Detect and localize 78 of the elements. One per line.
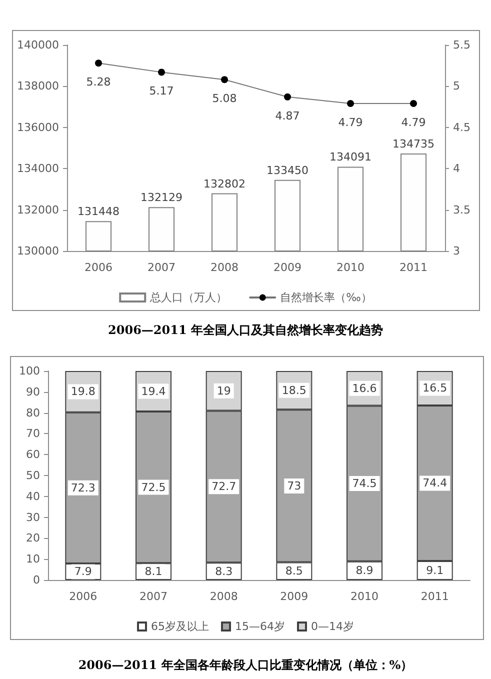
x-tick-label: 2011 [420, 590, 449, 603]
data-label: 19.8 [70, 385, 96, 398]
x-tick-label: 2011 [400, 261, 428, 274]
x-tick-label: 2008 [210, 261, 238, 274]
data-label: 72.5 [141, 480, 166, 494]
data-label: 9.1 [426, 564, 444, 577]
x-tick-label: 2010 [336, 261, 364, 274]
data-label: 7.9 [74, 565, 92, 578]
legend-label: 0—14岁 [311, 620, 354, 633]
data-label: 4.87 [275, 109, 300, 122]
data-label: 74.5 [352, 477, 377, 490]
x-tick-label: 2007 [140, 590, 168, 603]
y-tick-label: 20 [26, 532, 40, 545]
y-tick-label: 40 [26, 490, 40, 503]
x-tick-label: 2007 [148, 261, 176, 274]
data-label: 4.79 [401, 116, 426, 130]
legend-label: 自然增长率（‰） [280, 291, 372, 304]
x-tick-label: 2006 [84, 261, 112, 274]
y-tick-label: 0 [33, 574, 40, 586]
x-tick-label: 2010 [350, 590, 378, 603]
y-tick-label: 138000 [17, 80, 59, 93]
point [221, 76, 228, 84]
x-tick-label: 2009 [280, 590, 308, 603]
data-label: 18.5 [282, 384, 306, 397]
point [158, 68, 165, 76]
point [410, 100, 417, 107]
point [284, 93, 291, 100]
y2-tick-label: 3 [453, 244, 460, 258]
data-label: 74.4 [422, 476, 448, 490]
y2-tick-label: 4 [453, 162, 460, 176]
y2-tick-label: 4.5 [453, 120, 470, 134]
data-label: 16.6 [352, 382, 377, 395]
data-label: 73 [287, 479, 302, 492]
y-tick-label: 10 [26, 552, 40, 566]
data-label: 19 [216, 384, 231, 398]
data-label: 16.5 [422, 382, 448, 395]
data-label: 133450 [266, 164, 308, 177]
y-tick-label: 30 [26, 510, 40, 524]
y-tick-label: 70 [26, 427, 40, 440]
legend-label: 15—64岁 [235, 620, 286, 633]
data-label: 8.5 [285, 564, 303, 578]
point [95, 60, 102, 67]
y-tick-label: 140000 [17, 38, 59, 52]
data-label: 4.79 [338, 116, 363, 130]
y-tick-label: 136000 [17, 120, 59, 134]
text: 2006—2011 年全国各年龄段人口比重变化情况（单位：%） [78, 658, 413, 672]
y-tick-label: 80 [26, 406, 40, 420]
data-label: 72.7 [212, 480, 236, 494]
legend-label: 65岁及以上 [151, 620, 210, 633]
data-label: 132129 [140, 191, 182, 204]
y2-tick-label: 5 [453, 80, 460, 93]
text: 2006—2011 年全国人口及其自然增长率变化趋势 [108, 323, 383, 337]
data-label: 5.28 [86, 76, 111, 89]
legend-label: 总人口（万人） [149, 291, 228, 304]
data-label: 134735 [392, 137, 434, 150]
data-label: 72.3 [70, 481, 96, 494]
data-label: 134091 [330, 150, 372, 164]
data-label: 5.08 [212, 92, 237, 106]
y-tick-label: 132000 [17, 203, 59, 216]
y-tick-label: 90 [26, 385, 40, 398]
data-label: 8.9 [356, 564, 374, 578]
data-label: 131448 [78, 205, 120, 218]
y2-tick-label: 5.5 [453, 38, 470, 52]
data-label: 19.4 [141, 384, 166, 398]
x-tick-label: 2009 [274, 261, 302, 274]
y2-tick-label: 3.5 [453, 203, 470, 216]
data-label: 8.1 [144, 565, 162, 578]
y-tick-label: 130000 [17, 244, 59, 258]
x-tick-label: 2008 [210, 590, 238, 603]
y-tick-label: 60 [26, 448, 40, 462]
data-label: 5.17 [149, 84, 174, 98]
y-tick-label: 100 [19, 364, 40, 378]
y-tick-label: 50 [26, 469, 40, 482]
x-tick-label: 2006 [69, 590, 98, 603]
data-label: 132802 [204, 177, 246, 190]
data-label: 8.3 [215, 564, 233, 578]
y-tick-label: 134000 [17, 162, 59, 176]
point [347, 100, 354, 107]
